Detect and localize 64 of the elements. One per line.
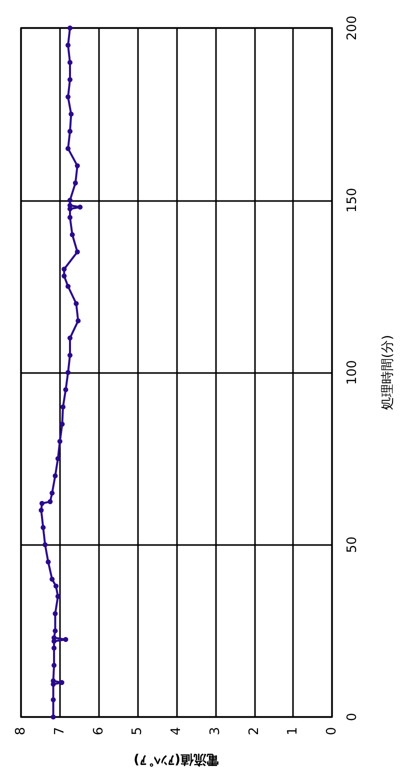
point xyxy=(76,318,81,324)
x-axis-title: 電流値(ｱﾝﾍﾟｱ) xyxy=(134,752,220,768)
point xyxy=(74,163,80,168)
point xyxy=(67,352,72,358)
point xyxy=(38,508,44,513)
point xyxy=(67,198,72,203)
x-tick-label: 7 xyxy=(52,727,68,736)
point xyxy=(60,422,65,427)
point xyxy=(67,60,72,65)
point xyxy=(67,336,72,341)
point xyxy=(62,274,67,279)
point xyxy=(52,473,58,478)
point xyxy=(67,26,72,30)
point xyxy=(67,128,72,134)
point xyxy=(66,284,71,289)
point xyxy=(67,77,72,82)
point xyxy=(60,404,66,410)
x-tick-label: 3 xyxy=(208,727,223,736)
x-tick-label: 6 xyxy=(91,727,106,736)
point xyxy=(50,490,55,496)
point xyxy=(74,301,79,306)
point xyxy=(40,500,44,506)
point xyxy=(59,680,64,686)
y-tick-label: 100 xyxy=(345,360,360,385)
point xyxy=(63,387,68,392)
point xyxy=(52,628,58,634)
y-tick-label: 0 xyxy=(345,712,360,722)
point xyxy=(70,232,75,238)
point xyxy=(66,146,71,152)
point xyxy=(74,249,80,254)
point xyxy=(52,662,57,668)
point xyxy=(48,499,53,504)
point xyxy=(50,697,56,702)
point xyxy=(66,94,71,100)
x-tick-label: 5 xyxy=(130,727,146,736)
point xyxy=(63,636,68,642)
x-tick-label: 1 xyxy=(286,727,301,736)
point xyxy=(68,112,74,117)
point xyxy=(66,42,71,48)
x-tick-label: 2 xyxy=(246,727,262,736)
point xyxy=(40,525,46,530)
point xyxy=(62,266,67,272)
point xyxy=(50,714,56,720)
point xyxy=(55,594,60,599)
point xyxy=(55,456,60,462)
point xyxy=(42,542,48,548)
y-tick-label: 50 xyxy=(345,536,360,554)
x-tick-label: 8 xyxy=(14,727,28,736)
point xyxy=(67,214,72,220)
point xyxy=(46,559,51,564)
point xyxy=(67,202,72,208)
point xyxy=(53,584,58,589)
point xyxy=(66,370,71,375)
point xyxy=(50,576,55,582)
point xyxy=(52,646,57,651)
x-tick-label: 0 xyxy=(324,727,340,736)
y-tick-label: 150 xyxy=(345,188,360,213)
point xyxy=(72,180,78,186)
point xyxy=(52,611,58,616)
point xyxy=(78,204,83,210)
y-tick-label: 200 xyxy=(345,16,360,40)
y-axis-title: 処理時間(分) xyxy=(380,334,396,410)
point xyxy=(57,438,62,444)
x-tick-label: 4 xyxy=(169,727,184,736)
